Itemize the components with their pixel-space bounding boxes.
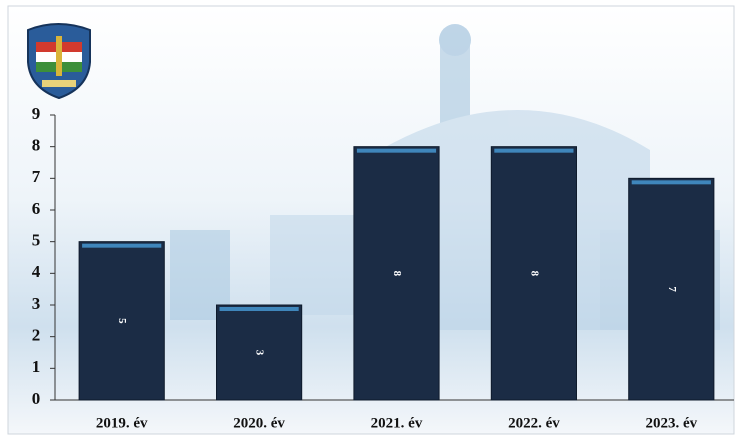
data-label: 7 — [666, 286, 678, 292]
bar-highlight — [631, 180, 711, 185]
y-tick-label: 5 — [32, 231, 41, 250]
bar — [78, 241, 165, 401]
police-logo — [27, 23, 91, 100]
y-tick-label: 0 — [32, 389, 41, 408]
bar — [490, 146, 577, 401]
x-tick-label: 2019. év — [96, 415, 148, 431]
x-tick-label: 2021. év — [371, 415, 423, 431]
bar — [216, 304, 303, 401]
data-label: 8 — [391, 271, 403, 277]
x-tick-label: 2020. év — [233, 415, 285, 431]
bar-highlight — [219, 307, 299, 311]
y-tick-label: 1 — [32, 357, 41, 376]
bar — [628, 177, 715, 401]
bar-highlight — [494, 148, 574, 153]
x-tick-label: 2023. év — [645, 415, 697, 431]
bar-highlight — [356, 148, 437, 153]
y-tick-label: 9 — [32, 104, 41, 123]
bar — [353, 146, 440, 401]
y-tick-label: 4 — [32, 262, 41, 281]
x-tick-label: 2022. év — [508, 415, 560, 431]
bar-highlight — [82, 243, 162, 248]
data-label: 3 — [254, 350, 266, 356]
data-label: 8 — [528, 271, 540, 277]
y-tick-label: 8 — [32, 136, 41, 155]
data-label: 5 — [116, 318, 128, 324]
y-tick-label: 6 — [32, 199, 41, 218]
y-tick-label: 3 — [32, 294, 41, 313]
y-tick-label: 2 — [32, 326, 41, 345]
y-tick-label: 7 — [32, 167, 41, 186]
